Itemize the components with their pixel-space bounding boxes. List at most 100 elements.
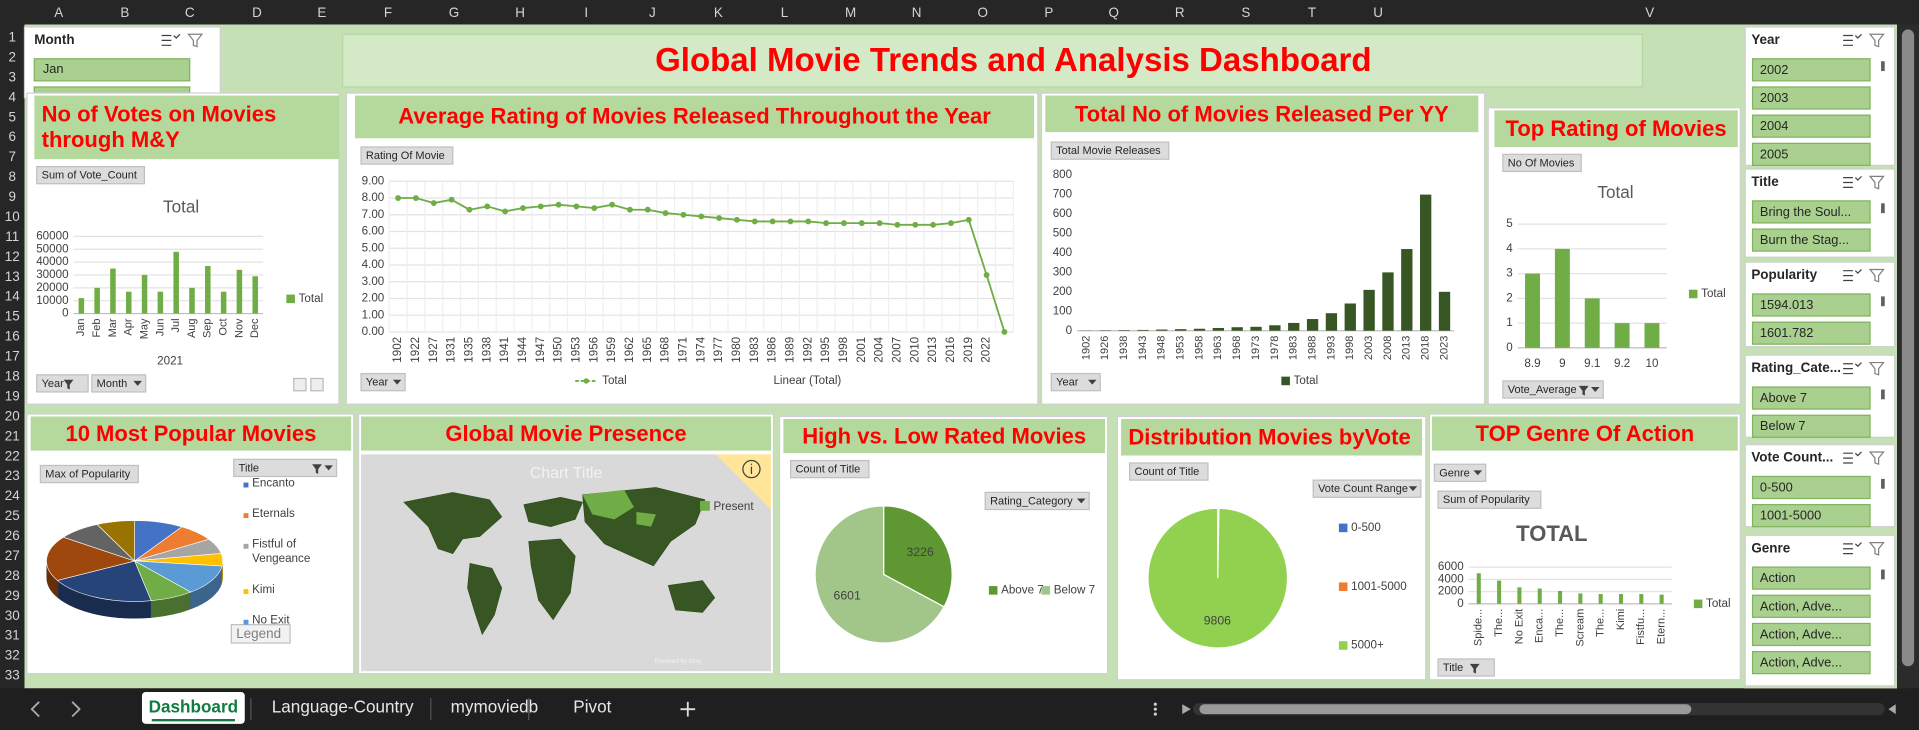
field-button-label[interactable]: Year: [42, 378, 65, 390]
menu-dot[interactable]: [1153, 712, 1157, 716]
field-button[interactable]: [36, 165, 146, 185]
slicer-item-label[interactable]: Jan: [43, 61, 64, 76]
slicer-item[interactable]: [1751, 142, 1871, 166]
field-button-label[interactable]: Year: [366, 377, 389, 389]
clear-filter-icon[interactable]: [1868, 361, 1885, 376]
slicer-item[interactable]: [1751, 293, 1871, 317]
menu-dot[interactable]: [1153, 707, 1157, 711]
h-scroll-thumb[interactable]: [1199, 704, 1692, 715]
field-button-label[interactable]: Title: [239, 462, 259, 474]
field-button[interactable]: [1433, 463, 1487, 482]
field-button[interactable]: [360, 372, 406, 392]
slicer-item-label[interactable]: 1601.782: [1760, 325, 1814, 340]
field-button[interactable]: [1502, 380, 1604, 399]
slicer-item-label[interactable]: 1594.013: [1760, 297, 1814, 312]
field-button-label[interactable]: Sum of Vote_Count: [42, 170, 137, 182]
dropdown-arrow[interactable]: [324, 465, 333, 471]
dropdown-arrow[interactable]: [392, 379, 402, 385]
field-button[interactable]: [1129, 462, 1209, 481]
clear-filter-icon[interactable]: [1868, 268, 1885, 283]
field-button[interactable]: [984, 491, 1090, 511]
menu-dot[interactable]: [1153, 702, 1157, 706]
slicer-item[interactable]: [1751, 622, 1871, 647]
slicer-item[interactable]: [1751, 414, 1871, 438]
slicer-item[interactable]: [1751, 200, 1871, 224]
field-button-label[interactable]: Year: [1056, 377, 1079, 389]
field-button-label[interactable]: Vote_Average: [1508, 384, 1577, 396]
dropdown-arrow[interactable]: [1473, 470, 1483, 476]
slicer-item-label[interactable]: 1001-5000: [1760, 508, 1821, 523]
field-button[interactable]: [39, 464, 139, 484]
tab-prev[interactable]: [30, 701, 40, 718]
field-button[interactable]: [1312, 479, 1422, 498]
info-icon[interactable]: [742, 459, 761, 479]
dropdown-arrow[interactable]: [1088, 379, 1097, 385]
field-button-label[interactable]: Rating Of Movie: [366, 150, 445, 162]
field-button[interactable]: [789, 459, 870, 479]
sheet-tab[interactable]: Language-Country: [272, 696, 414, 716]
field-button[interactable]: [1437, 490, 1542, 509]
field-button-label[interactable]: Sum of Popularity: [1443, 494, 1530, 506]
slicer-item-label[interactable]: Action, Adve...: [1760, 655, 1842, 670]
dropdown-arrow[interactable]: [1591, 387, 1600, 392]
field-button-label[interactable]: Title: [1443, 662, 1463, 674]
scroll-thumb[interactable]: [1901, 29, 1915, 667]
slicer-item[interactable]: [1751, 321, 1871, 345]
tab-next[interactable]: [71, 701, 81, 718]
field-button[interactable]: [1050, 372, 1101, 392]
field-button-label[interactable]: Genre: [1439, 467, 1470, 479]
field-button[interactable]: [233, 458, 338, 478]
slicer-item[interactable]: [1751, 566, 1871, 590]
sheet-tab[interactable]: Pivot: [573, 696, 611, 716]
field-button-label[interactable]: Total Movie Releases: [1056, 145, 1161, 157]
slicer-item-label[interactable]: Burn the Stag...: [1760, 232, 1849, 247]
y-tick-label: 60000: [36, 229, 69, 242]
tab-active[interactable]: [141, 692, 245, 724]
slicer-item-label[interactable]: 2002: [1760, 62, 1789, 77]
slicer-item[interactable]: [1751, 475, 1871, 500]
slicer-item[interactable]: [1751, 114, 1871, 138]
field-button[interactable]: [1050, 141, 1170, 160]
slicer-item[interactable]: [1751, 650, 1871, 675]
slicer-item-label[interactable]: Action: [1760, 570, 1796, 585]
slicer-item[interactable]: [1751, 504, 1871, 528]
field-button-label[interactable]: Count of Title: [796, 464, 861, 476]
field-button-label[interactable]: Rating_Category: [990, 495, 1073, 507]
slicer-item[interactable]: [33, 58, 191, 82]
clear-filter-icon[interactable]: [1868, 175, 1885, 190]
slicer-item[interactable]: [1751, 386, 1871, 410]
clear-filter-icon[interactable]: [1868, 451, 1885, 466]
slicer-item-label[interactable]: Below 7: [1760, 418, 1806, 433]
slicer-item-label[interactable]: Action, Adve...: [1760, 598, 1842, 613]
clear-filter-icon[interactable]: [1868, 33, 1885, 48]
clear-filter-icon[interactable]: [187, 33, 204, 48]
sheet-tab[interactable]: Dashboard: [149, 696, 238, 716]
field-button[interactable]: [360, 146, 454, 165]
dropdown-arrow[interactable]: [1408, 486, 1418, 492]
slicer-item[interactable]: [1751, 594, 1871, 618]
slicer-item-label[interactable]: Action, Adve...: [1760, 626, 1842, 641]
clear-filter-icon[interactable]: [1868, 541, 1885, 556]
slicer-item[interactable]: [1751, 58, 1871, 82]
field-button-label[interactable]: Vote Count Range: [1318, 483, 1408, 495]
add-sheet[interactable]: [680, 701, 696, 717]
slicer-item[interactable]: [1751, 86, 1871, 110]
field-button[interactable]: [91, 374, 147, 393]
field-button[interactable]: [1437, 658, 1495, 677]
dropdown-arrow[interactable]: [1076, 498, 1086, 504]
field-button-label[interactable]: No Of Movies: [1508, 157, 1575, 169]
slicer-item-label[interactable]: Bring the Soul...: [1760, 204, 1851, 219]
slicer-item[interactable]: [1751, 228, 1871, 252]
slicer-item-label[interactable]: 2003: [1760, 90, 1789, 105]
field-button-label[interactable]: Month: [97, 378, 128, 390]
field-button-label[interactable]: Count of Title: [1135, 466, 1200, 478]
field-button-label[interactable]: Max of Popularity: [45, 469, 130, 481]
slicer-item-label[interactable]: 2004: [1760, 118, 1789, 133]
slicer-item-label[interactable]: Above 7: [1760, 390, 1807, 405]
field-button[interactable]: [36, 374, 89, 393]
slicer-item-label[interactable]: 2005: [1760, 146, 1789, 161]
slicer-item-label[interactable]: 0-500: [1760, 479, 1793, 494]
sheet-tab[interactable]: mymoviedb: [451, 696, 539, 716]
field-button[interactable]: [1502, 153, 1582, 173]
dropdown-arrow[interactable]: [133, 380, 142, 386]
